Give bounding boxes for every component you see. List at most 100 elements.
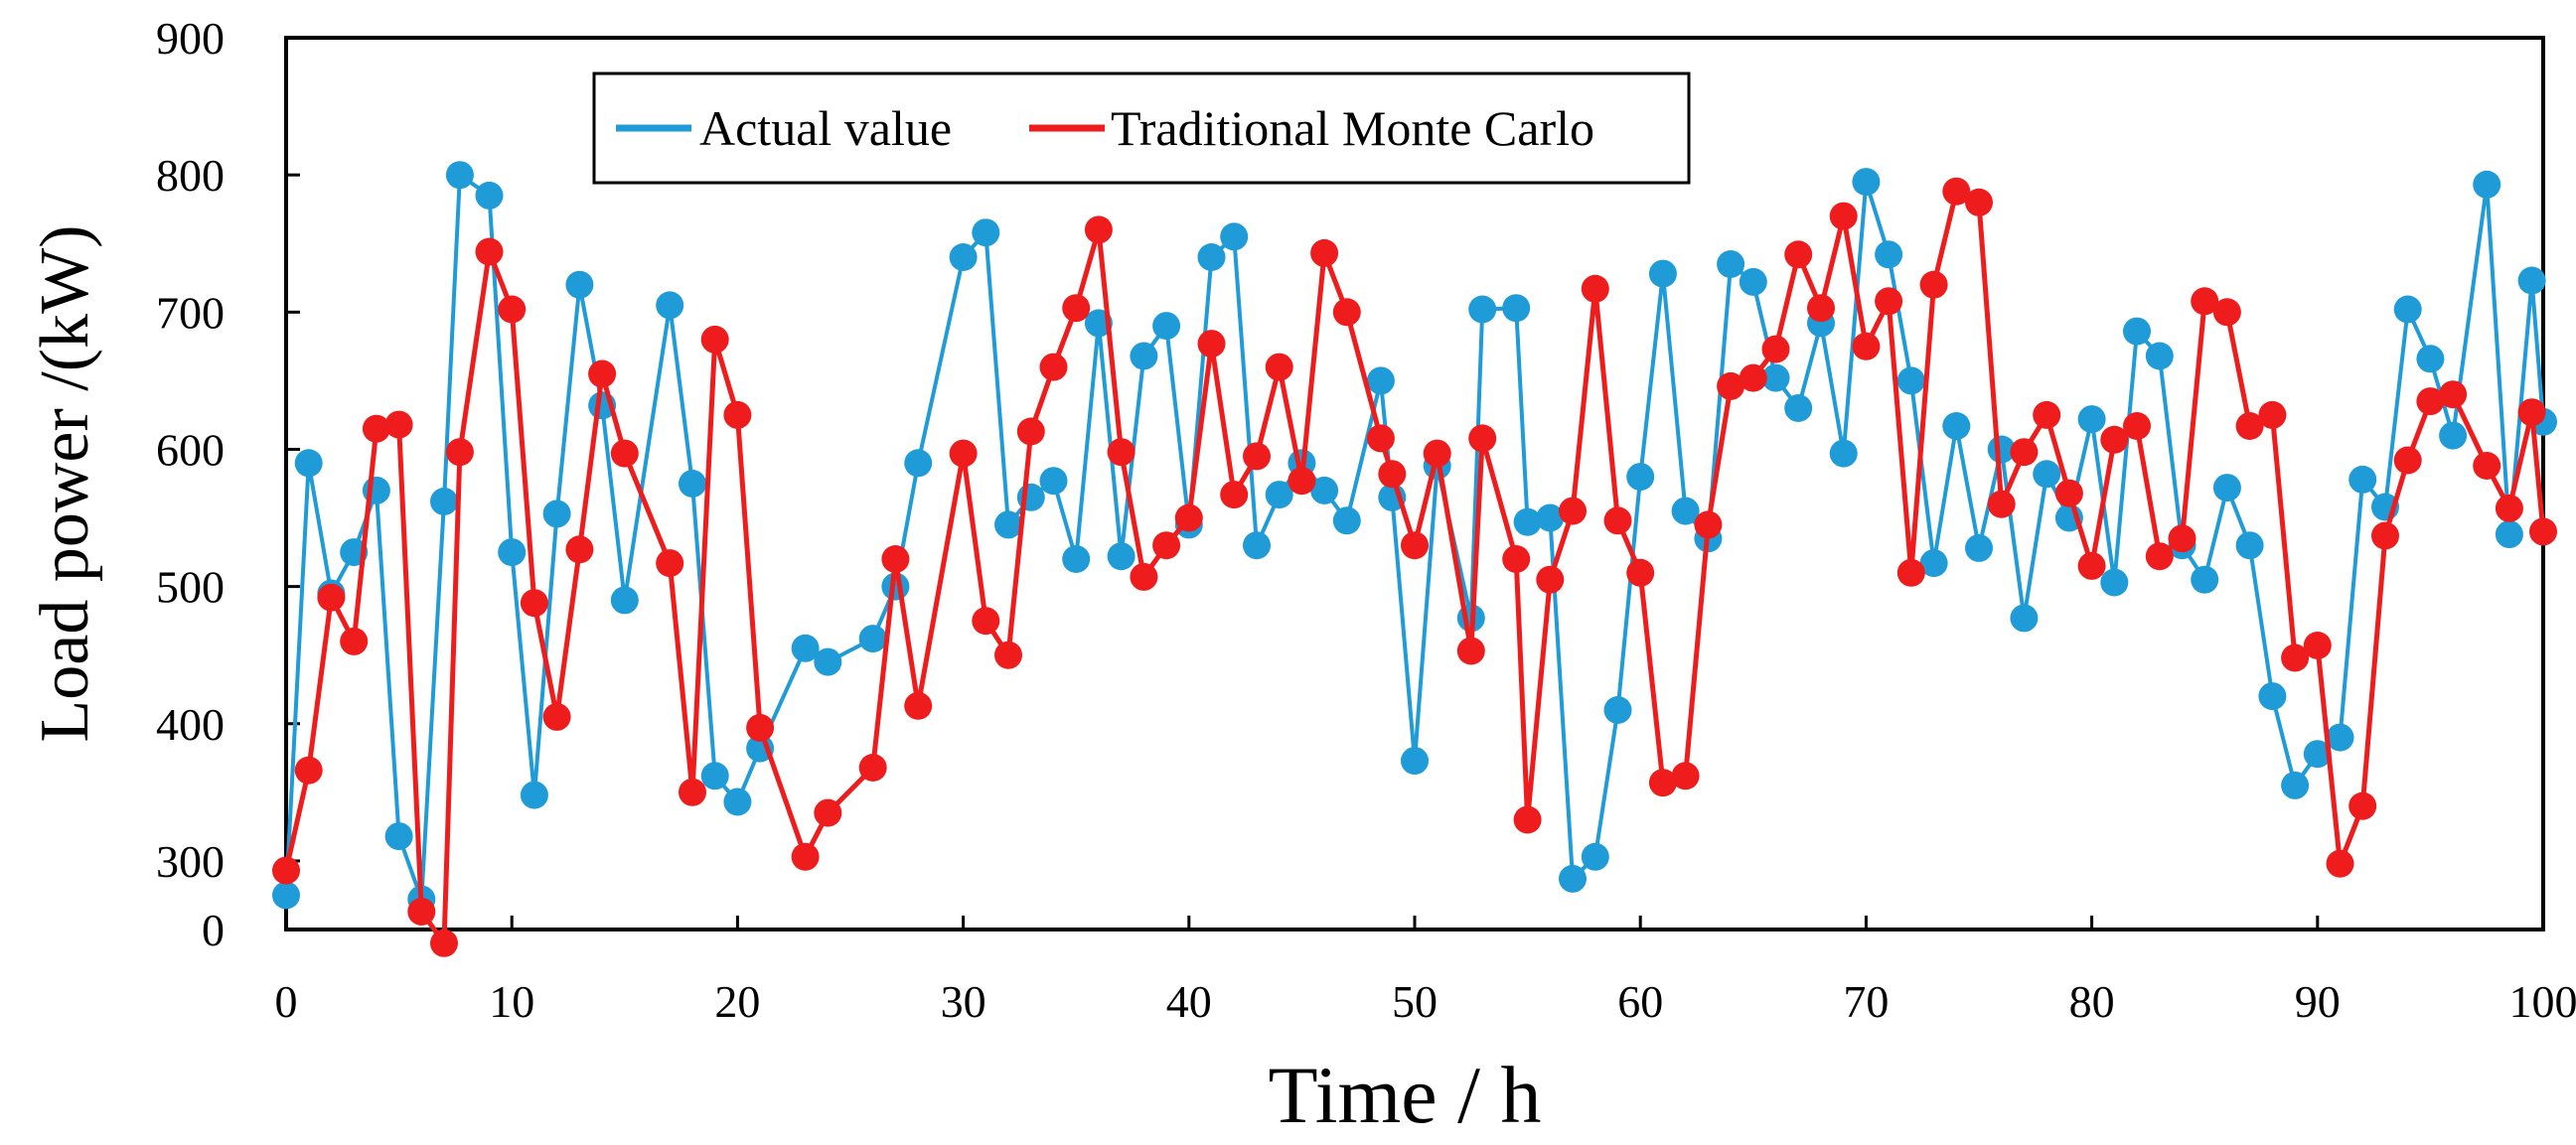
data-point-actual-value: [791, 634, 820, 662]
y-tick-label: 500: [156, 562, 225, 613]
data-point-traditional-monte-carlo: [565, 535, 594, 564]
data-point-actual-value: [700, 762, 729, 790]
data-point-traditional-monte-carlo: [2168, 524, 2197, 553]
data-point-traditional-monte-carlo: [1288, 467, 1316, 496]
data-point-actual-value: [858, 625, 887, 653]
data-point-actual-value: [1130, 342, 1158, 370]
x-tick-label: 10: [489, 976, 534, 1027]
data-point-traditional-monte-carlo: [2123, 412, 2151, 440]
data-point-actual-value: [723, 787, 752, 816]
y-tick-label: 800: [156, 150, 225, 201]
data-point-traditional-monte-carlo: [656, 549, 684, 578]
data-point-actual-value: [656, 291, 684, 320]
data-point-actual-value: [2010, 604, 2039, 633]
data-point-actual-value: [2077, 405, 2106, 434]
data-point-traditional-monte-carlo: [2077, 551, 2106, 580]
data-point-actual-value: [2326, 723, 2354, 752]
y-tick-label: 700: [156, 287, 225, 338]
data-point-traditional-monte-carlo: [1761, 335, 1790, 363]
data-point-actual-value: [2123, 317, 2151, 346]
x-tick-label: 90: [2295, 976, 2341, 1027]
data-point-traditional-monte-carlo: [430, 929, 458, 957]
data-point-actual-value: [1502, 294, 1531, 323]
data-point-traditional-monte-carlo: [858, 754, 887, 782]
data-point-traditional-monte-carlo: [1502, 545, 1531, 573]
data-point-actual-value: [1197, 243, 1226, 271]
data-point-traditional-monte-carlo: [1456, 637, 1485, 665]
data-point-traditional-monte-carlo: [1378, 460, 1407, 489]
data-point-traditional-monte-carlo: [1559, 497, 1587, 525]
legend-label-actual-value: Actual value: [699, 100, 952, 156]
data-point-traditional-monte-carlo: [1987, 490, 2016, 518]
data-point-actual-value: [1739, 267, 1767, 296]
data-point-actual-value: [272, 881, 300, 910]
data-point-traditional-monte-carlo: [2212, 298, 2241, 327]
x-axis-ticks: 0 10 20 30 40 50 60 70 80 90 100: [275, 916, 2576, 1027]
data-point-actual-value: [520, 781, 548, 809]
data-point-traditional-monte-carlo: [1401, 531, 1429, 560]
data-point-traditional-monte-carlo: [1829, 202, 1858, 230]
data-point-actual-value: [1536, 503, 1565, 532]
data-point-traditional-monte-carlo: [475, 237, 504, 266]
x-tick-label: 30: [941, 976, 986, 1027]
x-tick-label: 50: [1392, 976, 1438, 1027]
y-axis-ticks: 0 300 400 500 600 700 800 900: [156, 13, 300, 955]
data-point-traditional-monte-carlo: [2529, 517, 2557, 546]
x-tick-label: 80: [2069, 976, 2115, 1027]
data-point-traditional-monte-carlo: [1016, 417, 1045, 446]
data-point-traditional-monte-carlo: [2439, 380, 2468, 409]
data-point-traditional-monte-carlo: [2235, 412, 2264, 440]
data-point-actual-value: [814, 647, 842, 676]
data-point-traditional-monte-carlo: [1265, 353, 1293, 381]
data-point-traditional-monte-carlo: [340, 627, 369, 655]
data-point-traditional-monte-carlo: [1694, 510, 1723, 539]
data-point-traditional-monte-carlo: [1366, 424, 1395, 453]
data-point-traditional-monte-carlo: [1626, 558, 1655, 587]
data-point-traditional-monte-carlo: [1965, 188, 1993, 216]
data-point-actual-value: [1265, 481, 1293, 509]
data-point-traditional-monte-carlo: [294, 756, 323, 785]
x-tick-label: 100: [2509, 976, 2576, 1027]
data-point-traditional-monte-carlo: [1875, 287, 1903, 316]
data-point-traditional-monte-carlo: [814, 798, 842, 827]
data-point-traditional-monte-carlo: [362, 414, 390, 443]
data-point-actual-value: [2303, 740, 2332, 769]
data-point-traditional-monte-carlo: [994, 641, 1022, 669]
data-point-traditional-monte-carlo: [2416, 387, 2445, 416]
data-point-actual-value: [384, 822, 413, 851]
x-axis-label: Time / h: [1269, 1050, 1542, 1140]
data-point-traditional-monte-carlo: [2033, 400, 2061, 429]
data-point-traditional-monte-carlo: [445, 438, 474, 467]
data-point-traditional-monte-carlo: [1581, 274, 1609, 303]
series-actual-value: [272, 161, 2557, 914]
data-point-actual-value: [679, 470, 706, 498]
data-point-actual-value: [1875, 240, 1903, 269]
data-point-traditional-monte-carlo: [1130, 562, 1158, 591]
data-point-actual-value: [1829, 439, 1858, 468]
x-tick-label: 70: [1843, 976, 1889, 1027]
data-point-traditional-monte-carlo: [2054, 479, 2083, 507]
data-point-traditional-monte-carlo: [1896, 558, 1925, 587]
data-point-actual-value: [2145, 342, 2174, 370]
data-point-traditional-monte-carlo: [542, 702, 571, 731]
data-point-actual-value: [1039, 467, 1068, 496]
data-point-traditional-monte-carlo: [1536, 565, 1565, 594]
data-point-traditional-monte-carlo: [746, 713, 775, 742]
y-tick-label: 900: [156, 13, 225, 64]
data-point-traditional-monte-carlo: [317, 583, 346, 612]
y-tick-label: 400: [156, 699, 225, 750]
data-point-traditional-monte-carlo: [498, 295, 527, 324]
data-point-actual-value: [1784, 394, 1813, 422]
data-point-traditional-monte-carlo: [2303, 632, 2332, 659]
data-point-traditional-monte-carlo: [1942, 177, 1971, 206]
data-point-traditional-monte-carlo: [1513, 805, 1542, 834]
data-point-traditional-monte-carlo: [2473, 452, 2501, 480]
data-point-actual-value: [1468, 295, 1497, 324]
data-point-actual-value: [1513, 507, 1542, 536]
data-point-traditional-monte-carlo: [723, 400, 752, 429]
data-point-traditional-monte-carlo: [407, 898, 436, 926]
data-point-traditional-monte-carlo: [2191, 287, 2219, 316]
x-tick-label: 40: [1166, 976, 1212, 1027]
data-point-actual-value: [294, 449, 323, 478]
